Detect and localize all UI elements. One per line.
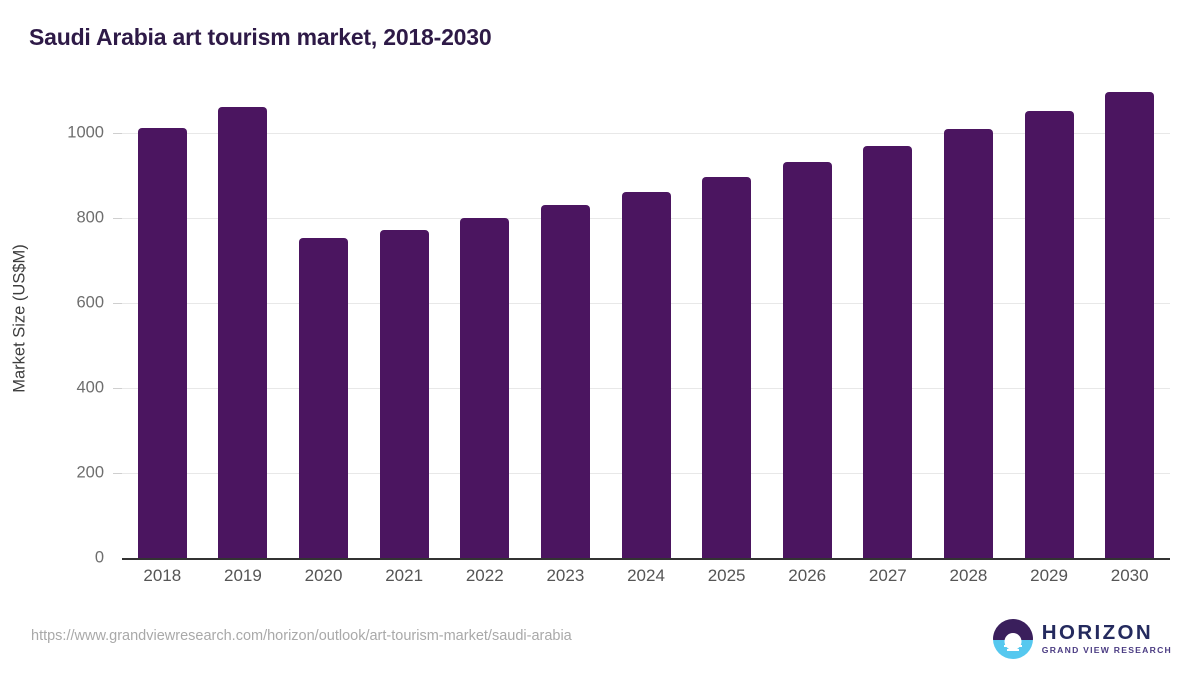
x-tick-label: 2019 [224,566,262,585]
axis-baseline [122,558,1170,560]
logo-top-half [992,619,1033,640]
bar-2020[interactable] [299,237,349,558]
y-tick-mark [113,217,122,219]
horizon-logo: HORIZON GRAND VIEW RESEARCH [992,618,1172,660]
bar-2022[interactable] [460,218,510,558]
y-tick-label: 0 [94,548,104,567]
bar-2024[interactable] [621,192,671,558]
bar-2018[interactable] [137,128,187,558]
bar-2027[interactable] [863,145,913,558]
y-tick-mark [113,302,122,304]
source-url[interactable]: https://www.grandviewresearch.com/horizo… [31,628,572,644]
x-tick-label: 2021 [385,566,424,585]
logo-tagline: GRAND VIEW RESEARCH [1041,645,1172,656]
y-tick-mark [113,132,122,134]
horizon-logo-icon [992,619,1033,659]
bar-2030[interactable] [1105,92,1155,558]
bar-2023[interactable] [540,205,590,558]
x-tick-label: 2027 [868,566,907,585]
logo-wordmark: HORIZON [1041,620,1154,644]
y-tick-label: 1000 [67,123,104,142]
bar-2025[interactable] [702,176,752,558]
x-tick-label: 2026 [788,566,827,585]
sun-ray-icon [1003,644,1022,647]
gridline [122,132,1170,134]
y-tick-label: 800 [76,208,104,227]
sun-ray-icon [1006,649,1019,652]
x-axis-labels: 2018 2019 2020 2021 2022 2023 2024 2025 2026 2027… [122,566,1170,596]
x-tick-label: 2018 [143,566,182,585]
x-tick-label: 2025 [707,566,746,585]
page-title: Saudi Arabia art tourism market, 2018-20… [29,24,492,50]
x-tick-label: 2028 [949,566,988,585]
y-tick-label: 600 [76,293,104,312]
x-tick-label: 2023 [546,566,585,585]
bar-2026[interactable] [782,162,832,558]
y-axis-ticks: 0 200 400 600 800 1000 [0,90,122,567]
bar-2029[interactable] [1024,111,1074,558]
bar-2028[interactable] [943,129,993,558]
x-tick-label: 2029 [1030,566,1068,585]
bar-series [122,90,1170,558]
y-tick-mark [113,387,122,389]
x-tick-label: 2030 [1110,566,1149,585]
x-tick-label: 2024 [627,566,665,585]
y-tick-label: 200 [76,463,104,482]
logo-text: HORIZON GRAND VIEW RESEARCH [1041,620,1172,656]
x-tick-label: 2020 [304,566,343,585]
sun-icon [1004,633,1022,651]
y-tick-mark [113,472,122,474]
bar-2021[interactable] [379,229,429,558]
x-tick-label: 2022 [465,566,504,585]
plot-area [122,90,1170,560]
bar-2019[interactable] [218,107,268,558]
y-tick-label: 400 [76,378,104,397]
